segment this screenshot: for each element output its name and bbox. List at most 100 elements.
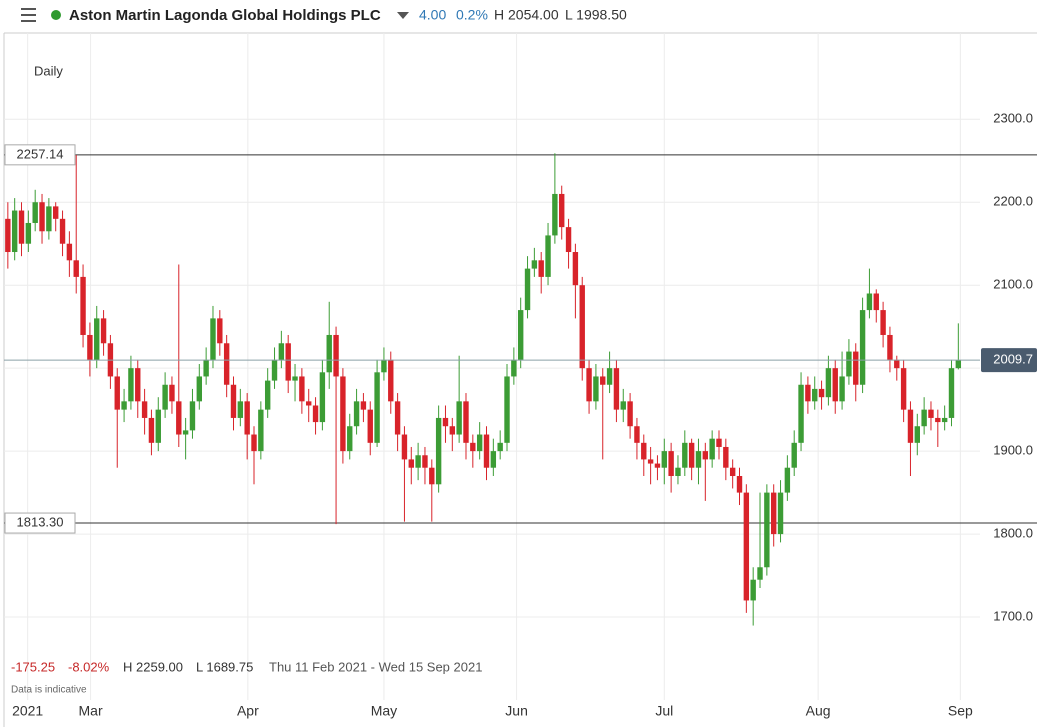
- candle-body: [11, 210, 18, 253]
- period-range: Thu 11 Feb 2021 - Wed 15 Sep 2021: [269, 659, 482, 674]
- candle-body: [121, 401, 127, 410]
- candle-body: [285, 343, 291, 381]
- x-tick-label: May: [371, 703, 397, 719]
- candle-body: [497, 442, 503, 452]
- y-tick-label: 1800.0: [993, 526, 1033, 541]
- level-label-box: [4, 144, 76, 166]
- candle-body: [504, 376, 510, 443]
- candle-body: [675, 467, 681, 477]
- candle-body: [353, 401, 360, 427]
- candle-body: [141, 401, 148, 418]
- candle-body: [169, 384, 175, 402]
- candle-body: [25, 222, 32, 244]
- candle-body: [948, 368, 955, 418]
- candle-body: [340, 376, 346, 452]
- menu-icon[interactable]: [21, 8, 36, 22]
- candle-body: [135, 368, 141, 402]
- y-tick-label: 1700.0: [993, 608, 1033, 623]
- candle-body: [32, 202, 38, 223]
- candle-body: [435, 417, 442, 485]
- last-price-badge: [981, 348, 1037, 373]
- candle-body: [757, 567, 763, 580]
- candle-body: [46, 206, 52, 232]
- candle-body: [572, 252, 579, 286]
- plot: 1700.01800.01900.02000.02100.02200.02300…: [4, 33, 1037, 719]
- candle-body: [73, 260, 79, 277]
- candle-body: [784, 467, 791, 493]
- candle-body: [559, 193, 565, 228]
- candle-body: [955, 360, 962, 369]
- day-low: L 1998.50: [565, 7, 627, 23]
- candle-body: [59, 218, 66, 244]
- candle-body: [94, 318, 100, 360]
- status-dot: [51, 10, 61, 20]
- candle-body: [723, 446, 729, 468]
- candle-body: [907, 409, 914, 443]
- candle-body: [176, 401, 182, 435]
- candle-body: [900, 368, 907, 410]
- candle-body: [928, 409, 934, 418]
- candle-body: [476, 434, 483, 452]
- candle-body: [805, 384, 811, 402]
- candle-body: [483, 434, 490, 468]
- candle-body: [244, 401, 250, 435]
- candle-body: [388, 359, 394, 402]
- instrument-name[interactable]: Aston Martin Lagonda Global Holdings PLC: [69, 7, 381, 24]
- candle-body: [545, 235, 551, 277]
- candle-body: [880, 310, 886, 335]
- period-change-pct: -8.02%: [68, 659, 110, 674]
- candle-body: [422, 455, 428, 468]
- candle-body: [258, 409, 264, 452]
- candle-body: [702, 451, 709, 460]
- candle-body: [517, 310, 524, 360]
- candle-body: [812, 388, 818, 402]
- candle-body: [887, 334, 893, 360]
- candle-body: [442, 417, 449, 427]
- candle-body: [935, 417, 941, 423]
- candle-body: [100, 318, 107, 344]
- candle-body: [319, 372, 326, 423]
- candle-body: [627, 401, 633, 427]
- candle-body: [873, 293, 879, 311]
- candle-body: [148, 417, 155, 443]
- candle-body: [210, 318, 216, 360]
- candle-body: [606, 368, 613, 385]
- candle-body: [237, 401, 244, 418]
- candle-body: [456, 401, 462, 435]
- candle-body: [654, 463, 661, 468]
- level-label-box: [4, 512, 76, 534]
- candle-body: [620, 401, 626, 410]
- candle-body: [791, 442, 797, 468]
- candle-body: [18, 210, 25, 244]
- candle-body: [333, 334, 339, 377]
- candle-body: [490, 451, 497, 468]
- candle-body: [709, 438, 715, 460]
- dropdown-arrow[interactable]: [397, 12, 409, 19]
- interval: Daily: [34, 63, 63, 78]
- candle-body: [128, 368, 134, 402]
- disclaimer: Data is indicative: [11, 685, 87, 696]
- candle-body: [647, 459, 654, 464]
- last-price-label: 2009.7: [993, 352, 1033, 367]
- candle-body: [429, 467, 435, 485]
- day-high: H 2054.00: [494, 7, 559, 23]
- candle-body: [777, 492, 784, 535]
- candle-body: [251, 434, 257, 452]
- candle-body: [264, 380, 271, 410]
- candle-body: [682, 442, 688, 468]
- candle-body: [839, 376, 845, 402]
- level-label: 2257.14: [17, 146, 64, 161]
- period-low: L 1689.75: [196, 659, 253, 674]
- candle-body: [524, 268, 531, 311]
- candle-body: [53, 206, 59, 219]
- candle-body: [278, 343, 285, 360]
- candle-body: [866, 293, 873, 311]
- candle-body: [586, 368, 592, 402]
- candle-body: [312, 405, 319, 423]
- candle-body: [394, 401, 401, 435]
- candle-body: [292, 376, 298, 381]
- x-tick-label: Apr: [237, 703, 259, 719]
- candle-body: [381, 359, 387, 373]
- candle-body: [825, 368, 832, 398]
